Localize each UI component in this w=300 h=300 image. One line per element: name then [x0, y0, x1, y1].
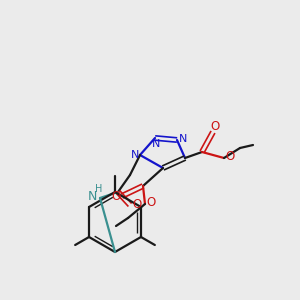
Text: O: O [210, 121, 220, 134]
Text: O: O [225, 151, 235, 164]
Text: O: O [132, 199, 142, 212]
Text: N: N [179, 134, 187, 144]
Text: O: O [146, 196, 156, 209]
Text: O: O [111, 190, 121, 202]
Text: N: N [87, 190, 97, 202]
Text: N: N [152, 139, 160, 149]
Text: H: H [95, 184, 103, 194]
Text: N: N [131, 150, 139, 160]
